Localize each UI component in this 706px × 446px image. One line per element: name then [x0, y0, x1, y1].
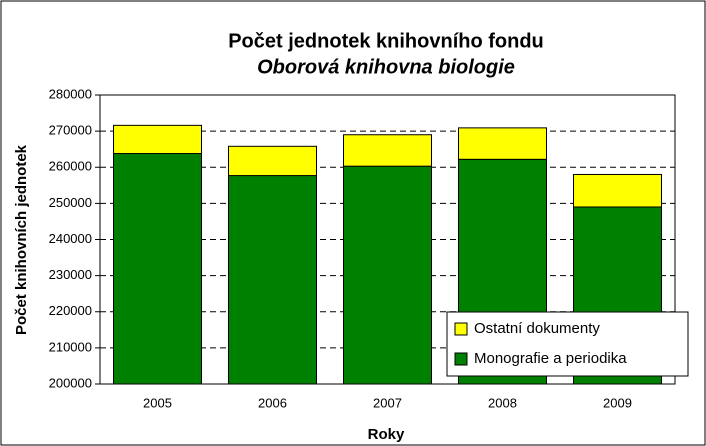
y-tick-label: 200000 — [49, 375, 92, 390]
y-tick-label: 260000 — [49, 159, 92, 174]
bar-segment — [343, 165, 432, 385]
x-tick-label: 2008 — [488, 395, 517, 410]
x-tick-label: 2005 — [143, 395, 172, 410]
bar-segment — [228, 175, 317, 385]
y-tick-label: 250000 — [49, 195, 92, 210]
y-tick-label: 230000 — [49, 267, 92, 282]
legend-label: Ostatní dokumenty — [474, 320, 600, 337]
y-tick-label: 270000 — [49, 123, 92, 138]
bar-segment — [458, 127, 547, 160]
legend-box — [446, 311, 689, 377]
y-axis-label: Počet knihovních jednotek — [13, 144, 30, 335]
bar-segment — [343, 134, 432, 167]
x-tick-label: 2007 — [373, 395, 402, 410]
y-tick-label: 280000 — [49, 86, 92, 101]
y-tick-label: 210000 — [49, 339, 92, 354]
legend-swatch — [454, 322, 468, 336]
bar-segment — [113, 153, 202, 385]
bar-segment — [228, 145, 317, 177]
y-tick-label: 220000 — [49, 303, 92, 318]
legend-label: Monografie a periodika — [474, 350, 627, 367]
chart-subtitle: Oborová knihovna biologie — [257, 56, 515, 78]
chart-title: Počet jednotek knihovního fondu — [228, 30, 544, 52]
x-axis-label: Roky — [368, 426, 405, 443]
legend-swatch — [454, 352, 468, 366]
bar-segment — [113, 124, 202, 155]
y-tick-label: 240000 — [49, 231, 92, 246]
x-tick-label: 2009 — [603, 395, 632, 410]
bar-segment — [573, 173, 662, 208]
x-tick-label: 2006 — [258, 395, 287, 410]
